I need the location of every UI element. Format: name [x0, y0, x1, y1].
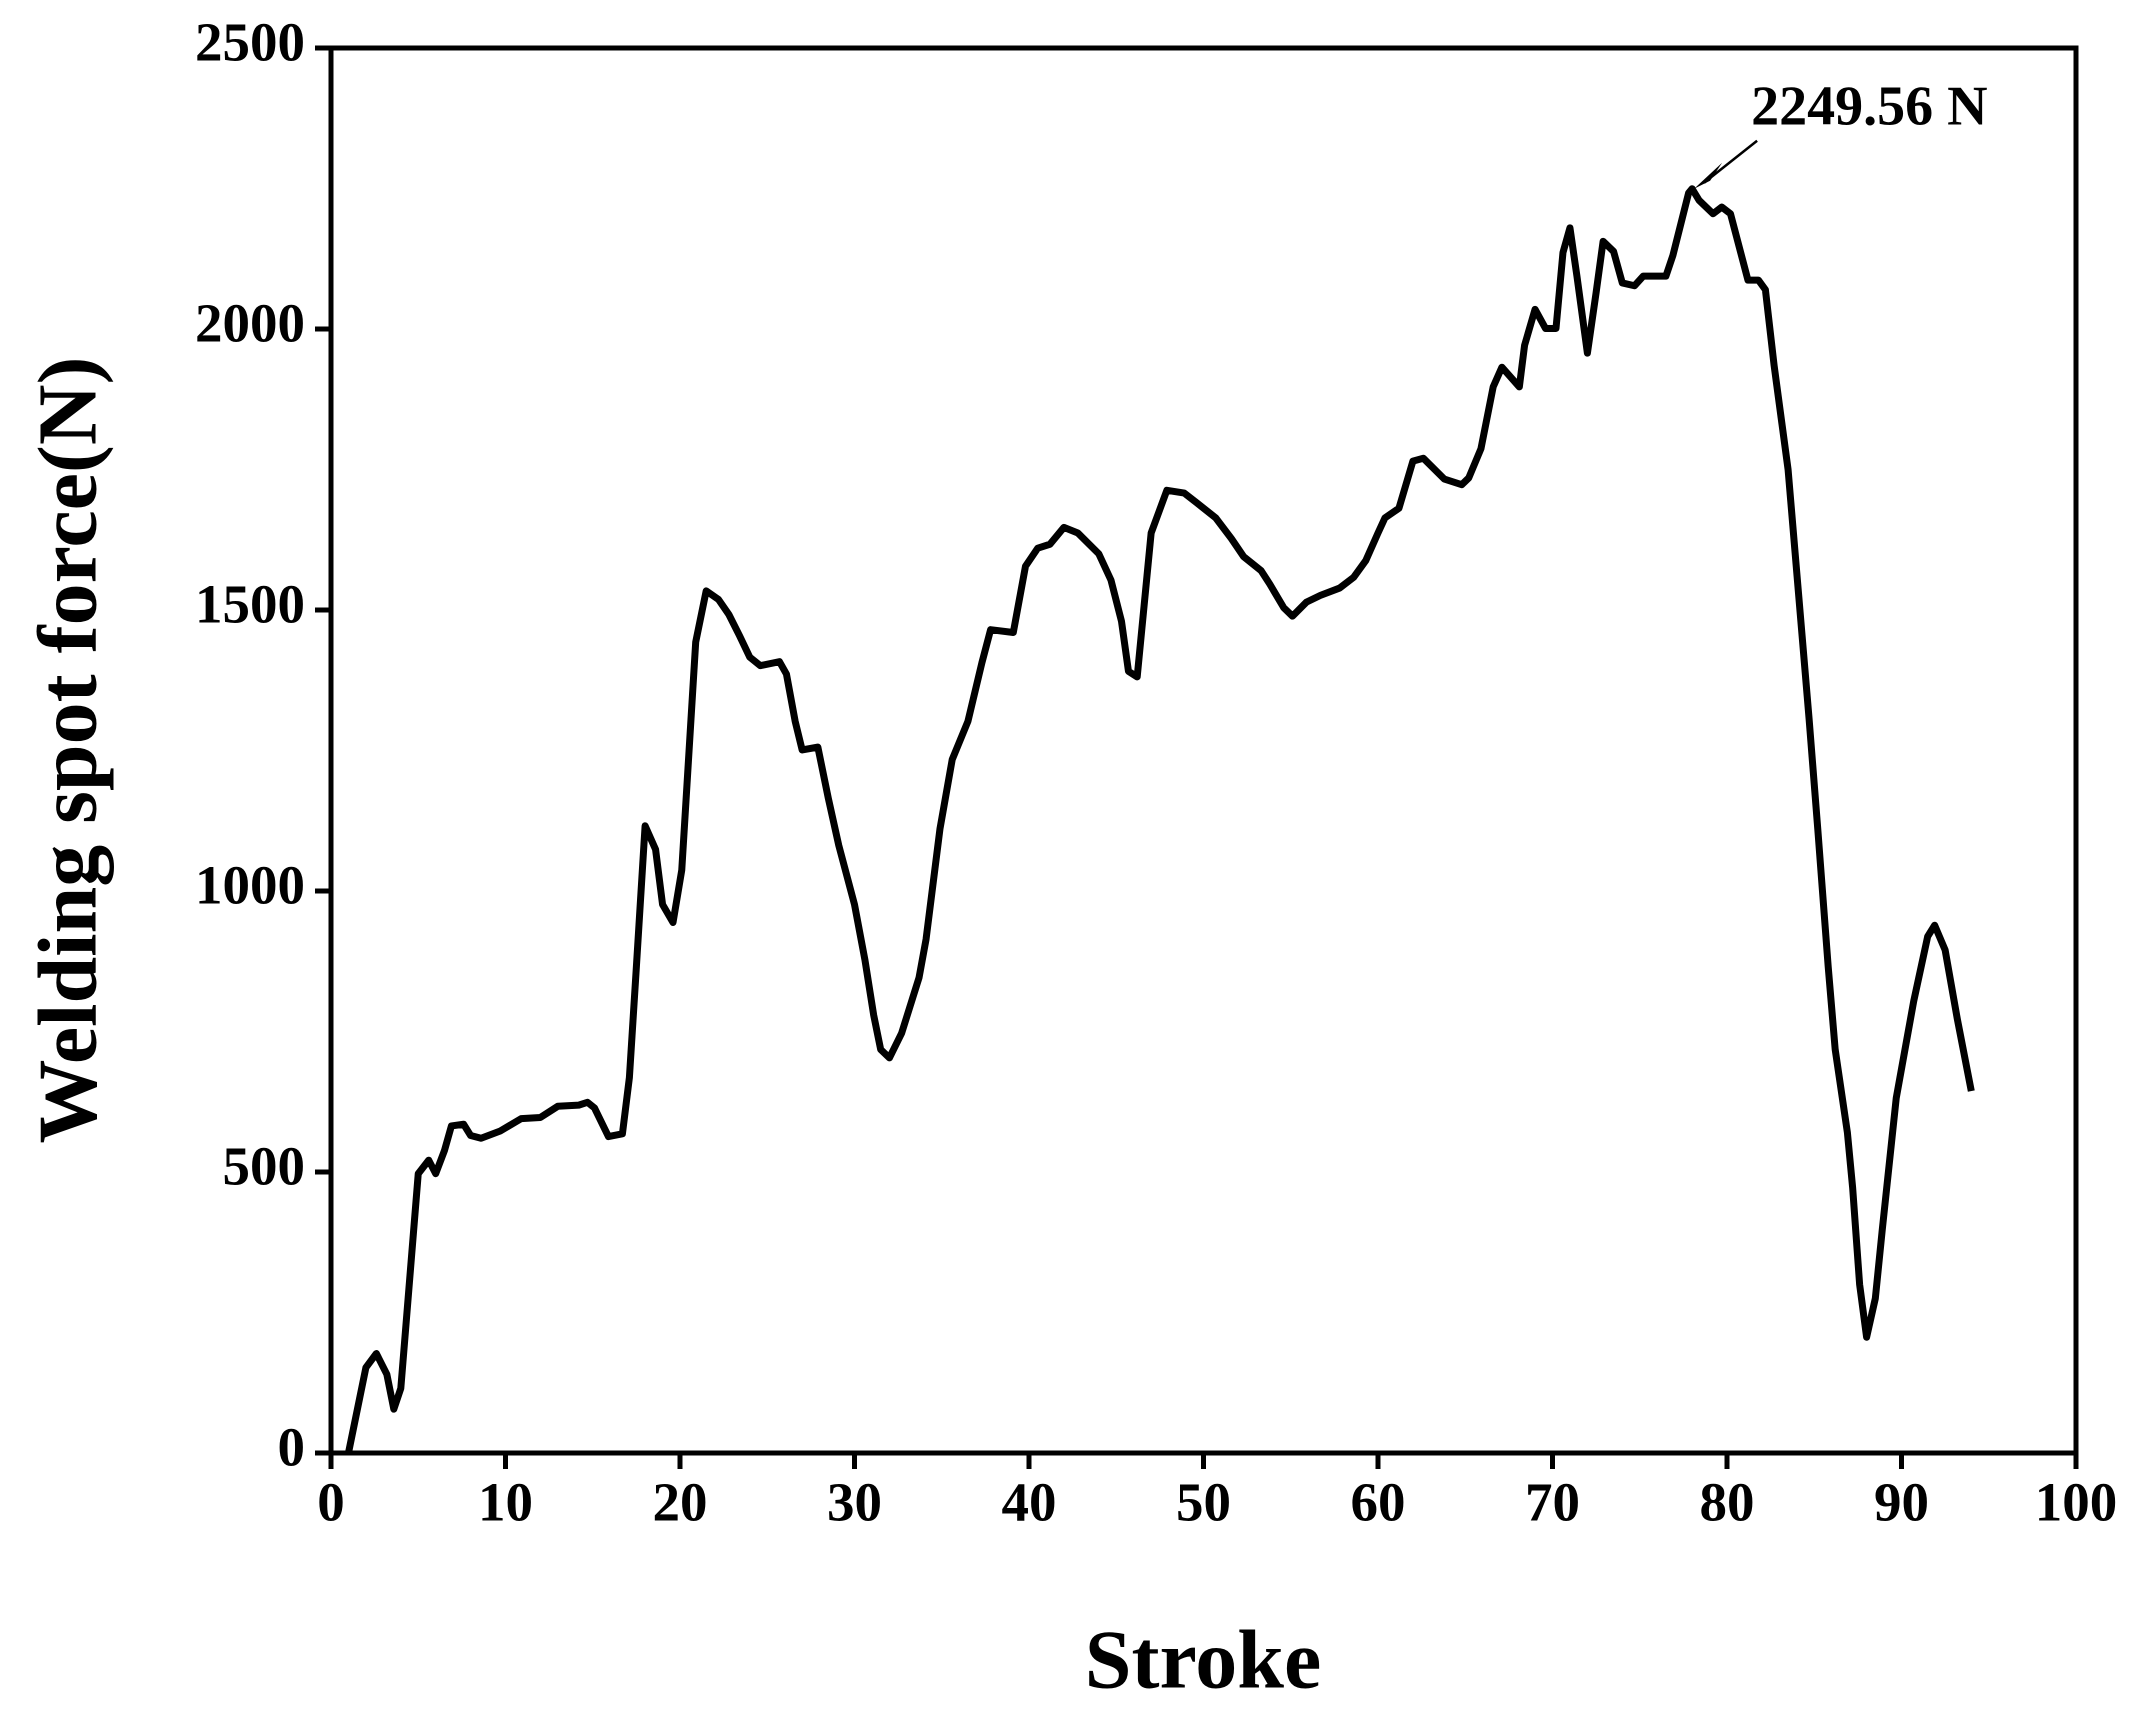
y-tick-label: 500: [223, 1136, 306, 1197]
x-tick-label: 80: [1700, 1472, 1755, 1533]
x-tick-label: 40: [1002, 1472, 1057, 1533]
y-tick-label: 1000: [195, 855, 305, 916]
annotation-arrowhead: [1694, 162, 1723, 189]
x-tick-label: 50: [1176, 1472, 1231, 1533]
y-tick-label: 2500: [195, 12, 305, 73]
annotation-text: 2249.56 N: [1751, 76, 1987, 138]
x-tick-label: 0: [317, 1472, 345, 1533]
x-tick-label: 10: [478, 1472, 533, 1533]
x-axis-title: Stroke: [1085, 1613, 1321, 1706]
x-tick-label: 70: [1525, 1472, 1580, 1533]
x-tick-label: 30: [827, 1472, 882, 1533]
y-tick-label: 1500: [195, 574, 305, 635]
x-tick-label: 90: [1874, 1472, 1929, 1533]
y-axis-title: Welding spot force(N): [21, 356, 114, 1143]
x-tick-label: 20: [653, 1472, 708, 1533]
x-tick-label: 100: [2035, 1472, 2118, 1533]
x-tick-label: 60: [1351, 1472, 1406, 1533]
data-line: [345, 185, 1975, 1454]
y-tick-label: 0: [278, 1417, 306, 1478]
y-tick-label: 2000: [195, 293, 305, 354]
